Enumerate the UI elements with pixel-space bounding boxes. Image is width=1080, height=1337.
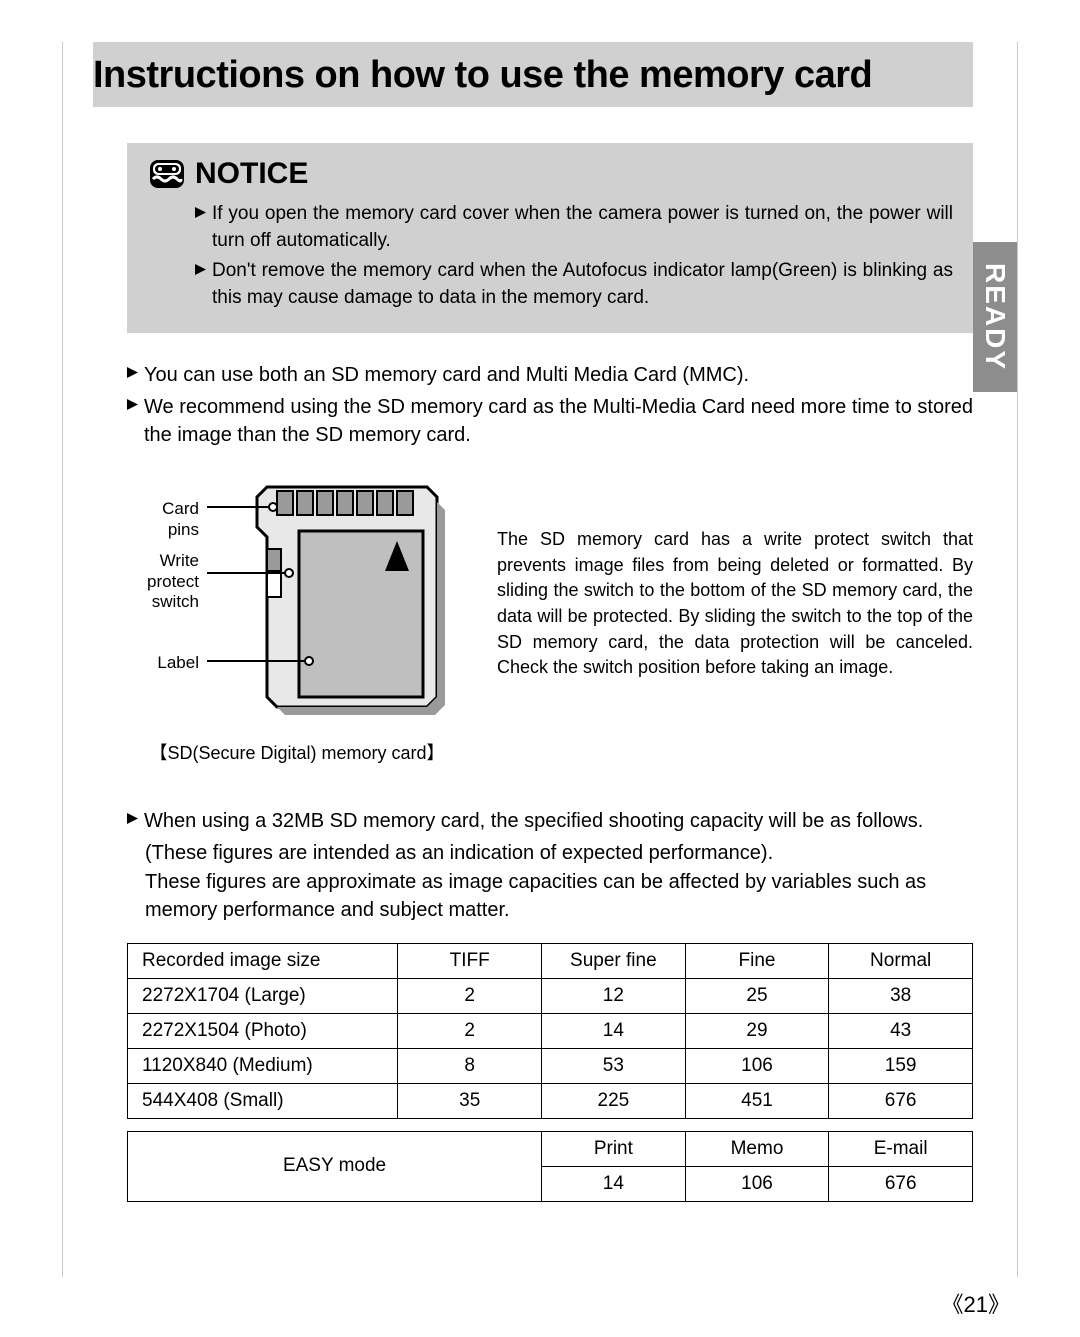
table-cell: 2272X1704 (Large) — [128, 978, 398, 1013]
table-cell: 159 — [829, 1048, 973, 1083]
table-header: TIFF — [398, 943, 542, 978]
bullet-arrow-icon — [127, 813, 138, 824]
capacity-intro-bullet: When using a 32MB SD memory card, the sp… — [127, 807, 973, 835]
table-header: Normal — [829, 943, 973, 978]
diagram-caption: 【SD(Secure Digital) memory card】 — [127, 739, 467, 765]
page-title: Instructions on how to use the memory ca… — [93, 54, 973, 97]
table-cell: 106 — [685, 1166, 829, 1201]
table-cell: 8 — [398, 1048, 542, 1083]
bullet-arrow-icon — [195, 207, 206, 218]
table-cell: 43 — [829, 1013, 973, 1048]
table-cell: 676 — [829, 1166, 973, 1201]
capacity-block: When using a 32MB SD memory card, the sp… — [127, 807, 973, 1201]
content-frame: Instructions on how to use the memory ca… — [62, 42, 1018, 1277]
notice-list: If you open the memory card cover when t… — [195, 201, 953, 311]
table-cell: 225 — [542, 1083, 686, 1118]
capacity-intro-text: When using a 32MB SD memory card, the sp… — [144, 807, 923, 835]
intro-bullet: You can use both an SD memory card and M… — [127, 361, 973, 389]
table-cell: 676 — [829, 1083, 973, 1118]
table-row: 2272X1704 (Large) 2 12 25 38 — [128, 978, 973, 1013]
sd-diagram-column: Card pins Write protect switch Label 【SD… — [127, 477, 467, 765]
intro-bullet-text: You can use both an SD memory card and M… — [144, 361, 749, 389]
easy-mode-label: EASY mode — [128, 1131, 542, 1201]
title-bar: Instructions on how to use the memory ca… — [93, 42, 973, 107]
caption-text: SD(Secure Digital) memory card — [167, 743, 426, 763]
table-row: 544X408 (Small) 35 225 451 676 — [128, 1083, 973, 1118]
page-number-bracket-open: 《 — [941, 1292, 963, 1317]
bullet-arrow-icon — [127, 399, 138, 410]
table-header-row: Recorded image size TIFF Super fine Fine… — [128, 943, 973, 978]
table-header: E-mail — [829, 1131, 973, 1166]
intro-bullet-text: We recommend using the SD memory card as… — [144, 393, 973, 449]
notice-item: Don't remove the memory card when the Au… — [195, 258, 953, 311]
sd-card-diagram: Card pins Write protect switch Label — [127, 477, 467, 727]
table-cell: 451 — [685, 1083, 829, 1118]
notice-item-text: If you open the memory card cover when t… — [212, 201, 953, 254]
notice-icon — [147, 157, 187, 191]
notice-item: If you open the memory card cover when t… — [195, 201, 953, 254]
table-cell: 53 — [542, 1048, 686, 1083]
section-tab-label: READY — [979, 263, 1011, 371]
intro-bullets: You can use both an SD memory card and M… — [127, 361, 973, 449]
table-cell: 25 — [685, 978, 829, 1013]
table-header: Recorded image size — [128, 943, 398, 978]
diagram-row: Card pins Write protect switch Label 【SD… — [127, 477, 973, 765]
diagram-label-label: Label — [157, 653, 199, 673]
notice-box: NOTICE If you open the memory card cover… — [127, 143, 973, 333]
table-cell: 29 — [685, 1013, 829, 1048]
notice-heading: NOTICE — [195, 157, 308, 191]
table-header: Print — [542, 1131, 686, 1166]
table-cell: 544X408 (Small) — [128, 1083, 398, 1118]
section-tab: READY — [973, 242, 1017, 392]
notice-heading-row: NOTICE — [147, 157, 953, 191]
caption-bracket-close: 】 — [427, 743, 445, 763]
table-cell: 2 — [398, 1013, 542, 1048]
capacity-table: Recorded image size TIFF Super fine Fine… — [127, 943, 973, 1119]
capacity-intro-line3: These figures are approximate as image c… — [145, 868, 973, 925]
table-header: Fine — [685, 943, 829, 978]
page-number: 《21》 — [941, 1287, 1010, 1319]
table-row: 2272X1504 (Photo) 2 14 29 43 — [128, 1013, 973, 1048]
table-cell: 14 — [542, 1166, 686, 1201]
diagram-label-switch: Write protect switch — [139, 551, 199, 612]
table-cell: 35 — [398, 1083, 542, 1118]
diagram-side-text: The SD memory card has a write protect s… — [497, 527, 973, 680]
easy-mode-table: EASY mode Print Memo E-mail 14 106 676 — [127, 1131, 973, 1202]
intro-bullet: We recommend using the SD memory card as… — [127, 393, 973, 449]
table-cell: 38 — [829, 978, 973, 1013]
table-cell: 14 — [542, 1013, 686, 1048]
capacity-intro-line2: (These figures are intended as an indica… — [145, 839, 973, 867]
page-number-bracket-close: 》 — [988, 1292, 1010, 1317]
table-cell: 2272X1504 (Photo) — [128, 1013, 398, 1048]
table-header: Memo — [685, 1131, 829, 1166]
table-row: 1120X840 (Medium) 8 53 106 159 — [128, 1048, 973, 1083]
table-row: EASY mode Print Memo E-mail — [128, 1131, 973, 1166]
table-cell: 2 — [398, 978, 542, 1013]
table-cell: 1120X840 (Medium) — [128, 1048, 398, 1083]
diagram-label-pins: Card pins — [127, 499, 199, 540]
table-cell: 12 — [542, 978, 686, 1013]
table-cell: 106 — [685, 1048, 829, 1083]
manual-page: Instructions on how to use the memory ca… — [0, 42, 1080, 1337]
bullet-arrow-icon — [127, 367, 138, 378]
caption-bracket-open: 【 — [149, 743, 167, 763]
page-number-value: 21 — [964, 1292, 988, 1317]
notice-item-text: Don't remove the memory card when the Au… — [212, 258, 953, 311]
capacity-intro: When using a 32MB SD memory card, the sp… — [127, 807, 973, 924]
table-header: Super fine — [542, 943, 686, 978]
bullet-arrow-icon — [195, 264, 206, 275]
